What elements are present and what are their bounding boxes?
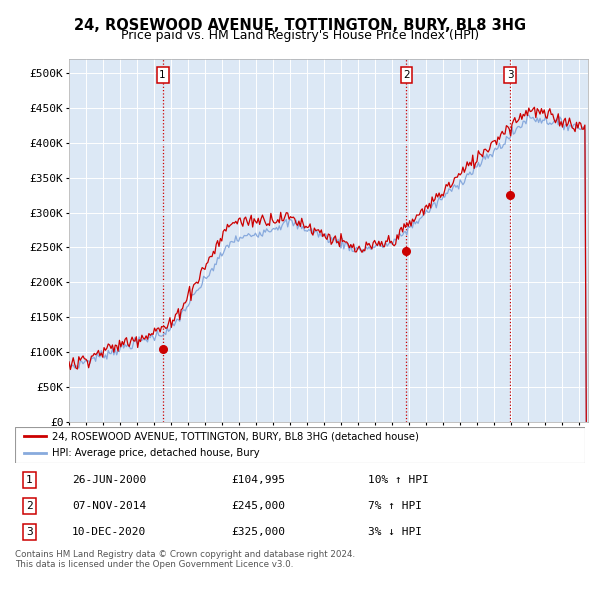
Text: Contains HM Land Registry data © Crown copyright and database right 2024.
This d: Contains HM Land Registry data © Crown c… xyxy=(15,550,355,569)
Text: 24, ROSEWOOD AVENUE, TOTTINGTON, BURY, BL8 3HG: 24, ROSEWOOD AVENUE, TOTTINGTON, BURY, B… xyxy=(74,18,526,32)
Text: 24, ROSEWOOD AVENUE, TOTTINGTON, BURY, BL8 3HG (detached house): 24, ROSEWOOD AVENUE, TOTTINGTON, BURY, B… xyxy=(52,431,419,441)
Text: 3% ↓ HPI: 3% ↓ HPI xyxy=(368,527,422,537)
Text: 1: 1 xyxy=(26,474,32,484)
Text: £245,000: £245,000 xyxy=(232,501,286,511)
Text: Price paid vs. HM Land Registry's House Price Index (HPI): Price paid vs. HM Land Registry's House … xyxy=(121,30,479,42)
Text: £325,000: £325,000 xyxy=(232,527,286,537)
Text: 10-DEC-2020: 10-DEC-2020 xyxy=(72,527,146,537)
Text: 1: 1 xyxy=(159,70,166,80)
Text: 26-JUN-2000: 26-JUN-2000 xyxy=(72,474,146,484)
Text: 07-NOV-2014: 07-NOV-2014 xyxy=(72,501,146,511)
Text: 7% ↑ HPI: 7% ↑ HPI xyxy=(368,501,422,511)
Text: £104,995: £104,995 xyxy=(232,474,286,484)
Text: 2: 2 xyxy=(403,70,410,80)
Text: 3: 3 xyxy=(26,527,32,537)
Text: 10% ↑ HPI: 10% ↑ HPI xyxy=(368,474,429,484)
Text: HPI: Average price, detached house, Bury: HPI: Average price, detached house, Bury xyxy=(52,448,260,458)
Text: 3: 3 xyxy=(507,70,514,80)
FancyBboxPatch shape xyxy=(15,427,585,463)
Text: 2: 2 xyxy=(26,501,32,511)
